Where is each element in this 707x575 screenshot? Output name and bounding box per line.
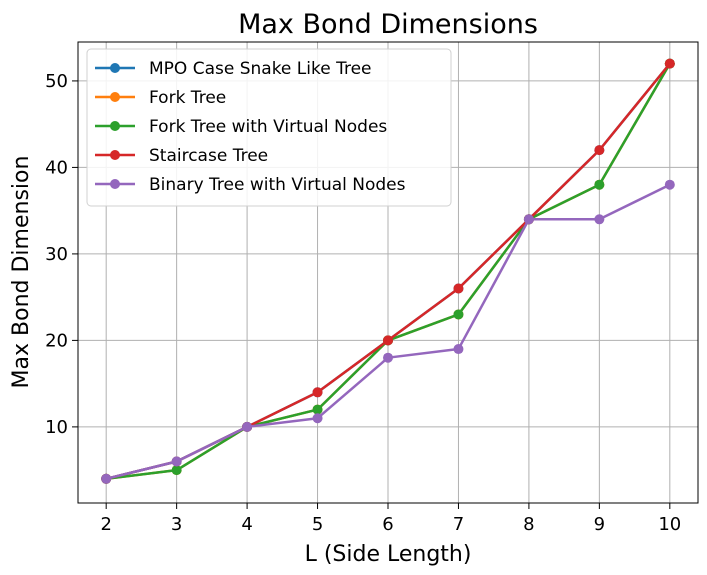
- x-axis-title: L (Side Length): [305, 542, 472, 567]
- y-tick-label: 50: [45, 71, 68, 92]
- data-point: [453, 344, 464, 355]
- legend-item: MPO Case Snake Like Tree: [95, 59, 372, 79]
- legend-marker: [110, 179, 120, 189]
- legend-item: Staircase Tree: [95, 146, 268, 166]
- data-point: [383, 335, 393, 346]
- legend-item: Binary Tree with Virtual Nodes: [95, 175, 406, 195]
- data-point: [453, 283, 464, 294]
- data-point: [312, 404, 323, 415]
- x-tick-label: 10: [658, 514, 681, 535]
- legend-box: [86, 48, 452, 207]
- legend-label: Staircase Tree: [149, 146, 268, 166]
- x-tick-label: 6: [382, 514, 393, 535]
- series-5: [101, 179, 675, 484]
- data-point: [171, 465, 182, 476]
- data-point: [453, 309, 464, 320]
- x-tick-label: 5: [312, 514, 323, 535]
- x-tick-label: 4: [241, 514, 252, 535]
- legend-label: MPO Case Snake Like Tree: [149, 59, 372, 79]
- data-point: [594, 214, 605, 225]
- y-tick-label: 20: [45, 330, 68, 351]
- data-point: [523, 214, 534, 225]
- data-point: [101, 473, 112, 484]
- legend-label: Binary Tree with Virtual Nodes: [149, 175, 406, 195]
- x-tick-label: 8: [523, 514, 534, 535]
- x-tick-label: 2: [100, 514, 111, 535]
- y-tick-label: 40: [45, 157, 68, 178]
- x-tick-label: 9: [594, 514, 605, 535]
- data-point: [664, 179, 675, 190]
- data-point: [664, 58, 675, 69]
- x-tick-label: 7: [453, 514, 464, 535]
- data-point: [594, 145, 605, 156]
- ticks: 2 3 4 5 6 7 8 9 10 10 20 30 40 50: [45, 71, 681, 535]
- data-point: [594, 179, 605, 190]
- data-point: [383, 352, 393, 363]
- legend: MPO Case Snake Like Tree Fork Tree Fork Tr…: [86, 48, 452, 207]
- data-point: [242, 421, 253, 432]
- legend-marker: [110, 92, 120, 102]
- legend-label: Fork Tree with Virtual Nodes: [149, 117, 387, 137]
- data-point: [171, 456, 182, 467]
- y-axis-title: Max Bond Dimension: [9, 156, 34, 389]
- legend-marker: [110, 150, 120, 160]
- legend-item: Fork Tree: [95, 88, 226, 108]
- legend-label: Fork Tree: [149, 88, 226, 108]
- series-layer: [101, 58, 675, 484]
- y-tick-label: 30: [45, 244, 68, 265]
- legend-marker: [110, 121, 120, 131]
- y-tick-label: 10: [45, 417, 68, 438]
- legend-marker: [110, 63, 120, 73]
- x-tick-label: 3: [171, 514, 182, 535]
- data-point: [312, 413, 323, 424]
- data-point: [312, 387, 323, 398]
- legend-item: Fork Tree with Virtual Nodes: [95, 117, 387, 137]
- chart-title: Max Bond Dimensions: [238, 9, 538, 40]
